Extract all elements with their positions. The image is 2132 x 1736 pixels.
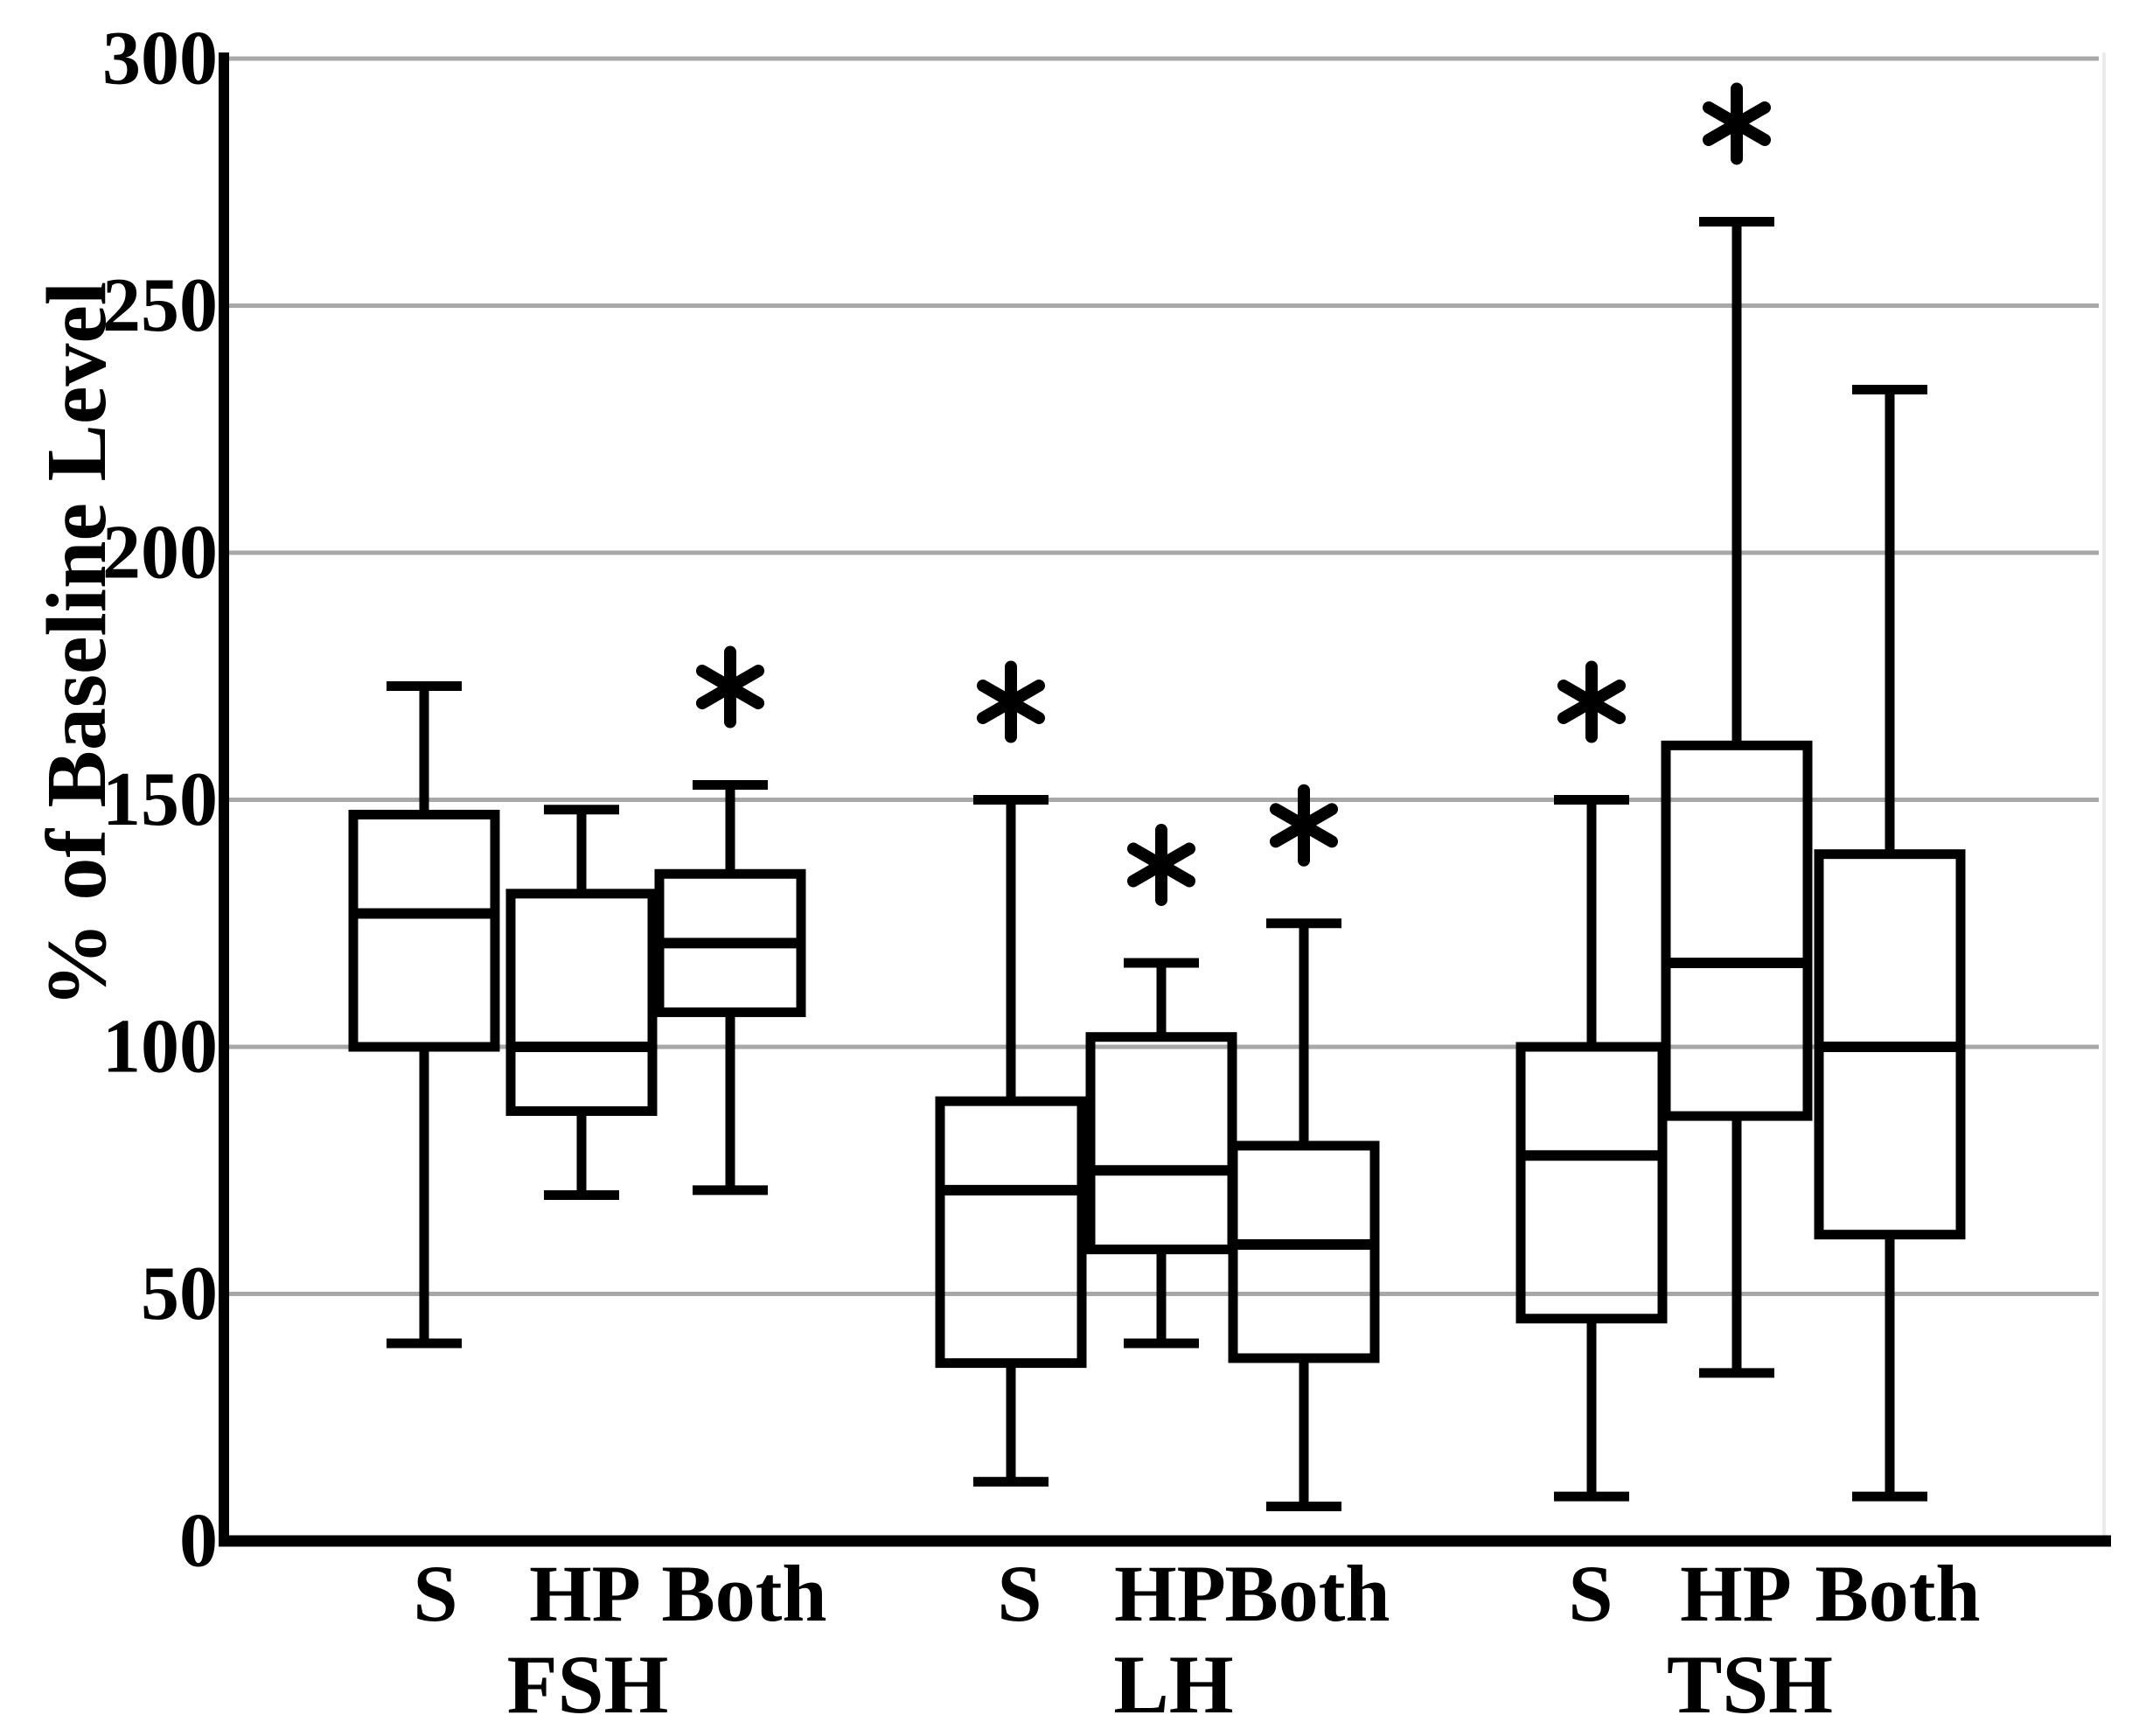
box-LH-S <box>935 795 1087 1487</box>
asterisk-spoke <box>1269 803 1339 848</box>
iqr-box <box>505 889 658 1116</box>
asterisk-spoke <box>1702 101 1772 146</box>
y-tick-label-100: 100 <box>102 1005 218 1090</box>
asterisk-spoke <box>1126 842 1196 888</box>
x-tick-label-FSH-S: S <box>413 1549 457 1638</box>
iqr-box <box>1515 1042 1668 1324</box>
y-tick-label-200: 200 <box>102 511 218 596</box>
box-TSH-Both <box>1814 385 1966 1502</box>
group-label-LH: LH <box>1113 1638 1233 1731</box>
group-label-TSH: TSH <box>1667 1638 1833 1731</box>
significance-asterisk-LH-Both <box>1269 784 1339 867</box>
box-TSH-S <box>1515 795 1668 1502</box>
asterisk-spoke <box>976 680 1046 724</box>
box-TSH-HP <box>1661 216 1813 1378</box>
x-tick-label-LH-Both: Both <box>1224 1549 1390 1638</box>
x-tick-label-LH-S: S <box>997 1549 1042 1638</box>
x-tick-label-TSH-HP: HP <box>1680 1549 1792 1638</box>
significance-asterisk-LH-S <box>976 660 1046 743</box>
box-FSH-Both <box>654 780 806 1196</box>
iqr-box <box>1661 740 1813 1121</box>
significance-asterisk-FSH-Both <box>695 645 765 729</box>
x-tick-label-FSH-Both: Both <box>661 1549 826 1638</box>
x-tick-label-TSH-Both: Both <box>1815 1549 1980 1638</box>
box-FSH-S <box>348 681 500 1349</box>
significance-asterisk-LH-HP <box>1126 823 1196 906</box>
box-FSH-HP <box>505 805 658 1200</box>
x-tick-label-LH-HP: HP <box>1114 1549 1226 1638</box>
iqr-box <box>1228 1140 1380 1363</box>
significance-asterisk-TSH-S <box>1557 660 1627 743</box>
significance-asterisk-TSH-HP <box>1702 82 1772 165</box>
y-axis-title: % of Baseline Level <box>30 282 124 1007</box>
x-tick-label-FSH-HP: HP <box>529 1549 641 1638</box>
x-tick-label-TSH-S: S <box>1568 1549 1613 1638</box>
asterisk-spoke <box>695 665 765 710</box>
y-tick-label-150: 150 <box>102 757 218 842</box>
group-label-FSH: FSH <box>507 1638 669 1731</box>
y-tick-label-50: 50 <box>141 1251 218 1336</box>
iqr-box <box>935 1096 1087 1369</box>
y-tick-label-0: 0 <box>179 1499 218 1584</box>
y-tick-label-300: 300 <box>102 17 218 101</box>
asterisk-spoke <box>1557 680 1627 724</box>
y-tick-label-250: 250 <box>102 263 218 348</box>
box-LH-Both <box>1228 918 1380 1511</box>
iqr-box <box>348 809 500 1052</box>
